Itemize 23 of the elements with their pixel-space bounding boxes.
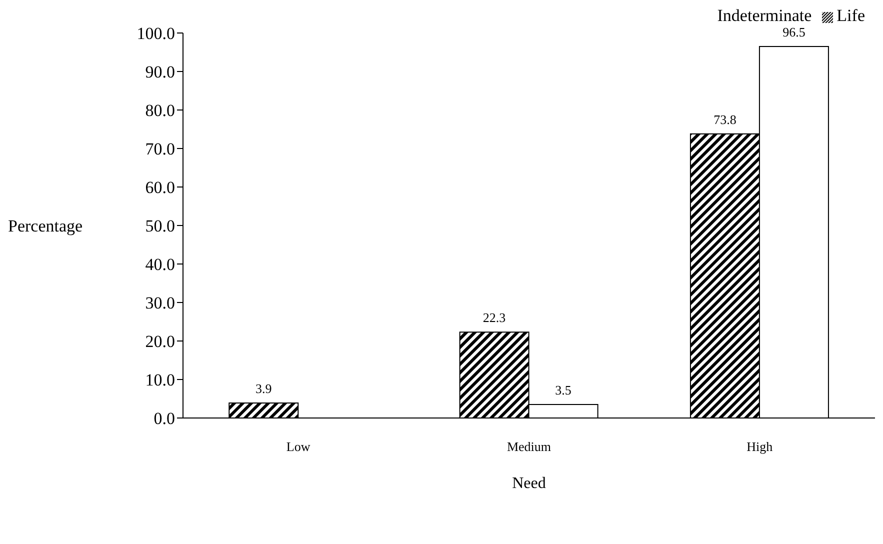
x-tick-label: High — [746, 439, 774, 454]
legend-label: Life — [836, 6, 865, 25]
y-tick-label: 50.0 — [145, 216, 175, 236]
data-label: 3.9 — [256, 380, 272, 396]
y-tick-label: 40.0 — [145, 255, 175, 274]
y-tick-label: 10.0 — [145, 370, 175, 390]
y-tick-label: 70.0 — [145, 140, 175, 159]
data-label: 73.8 — [714, 112, 736, 127]
data-label: 22.3 — [482, 310, 506, 326]
y-tick-label: 0.0 — [154, 409, 175, 428]
x-tick-label: Low — [286, 439, 311, 454]
y-tick-label: 20.0 — [145, 332, 175, 352]
y-tick-label: 30.0 — [145, 294, 175, 313]
x-tick-label: Medium — [506, 439, 552, 454]
y-tick-label: 80.0 — [145, 101, 175, 120]
y-tick-label: 90.0 — [145, 62, 175, 82]
y-tick-label: 60.0 — [145, 178, 175, 198]
data-label: 3.5 — [555, 382, 572, 398]
y-tick-label: 100.0 — [136, 24, 175, 44]
data-label: 96.5 — [782, 24, 806, 40]
series-label: Indeterminate — [717, 6, 812, 25]
x-axis-title: Need — [512, 475, 546, 492]
y-axis-title: Percentage — [8, 216, 83, 236]
